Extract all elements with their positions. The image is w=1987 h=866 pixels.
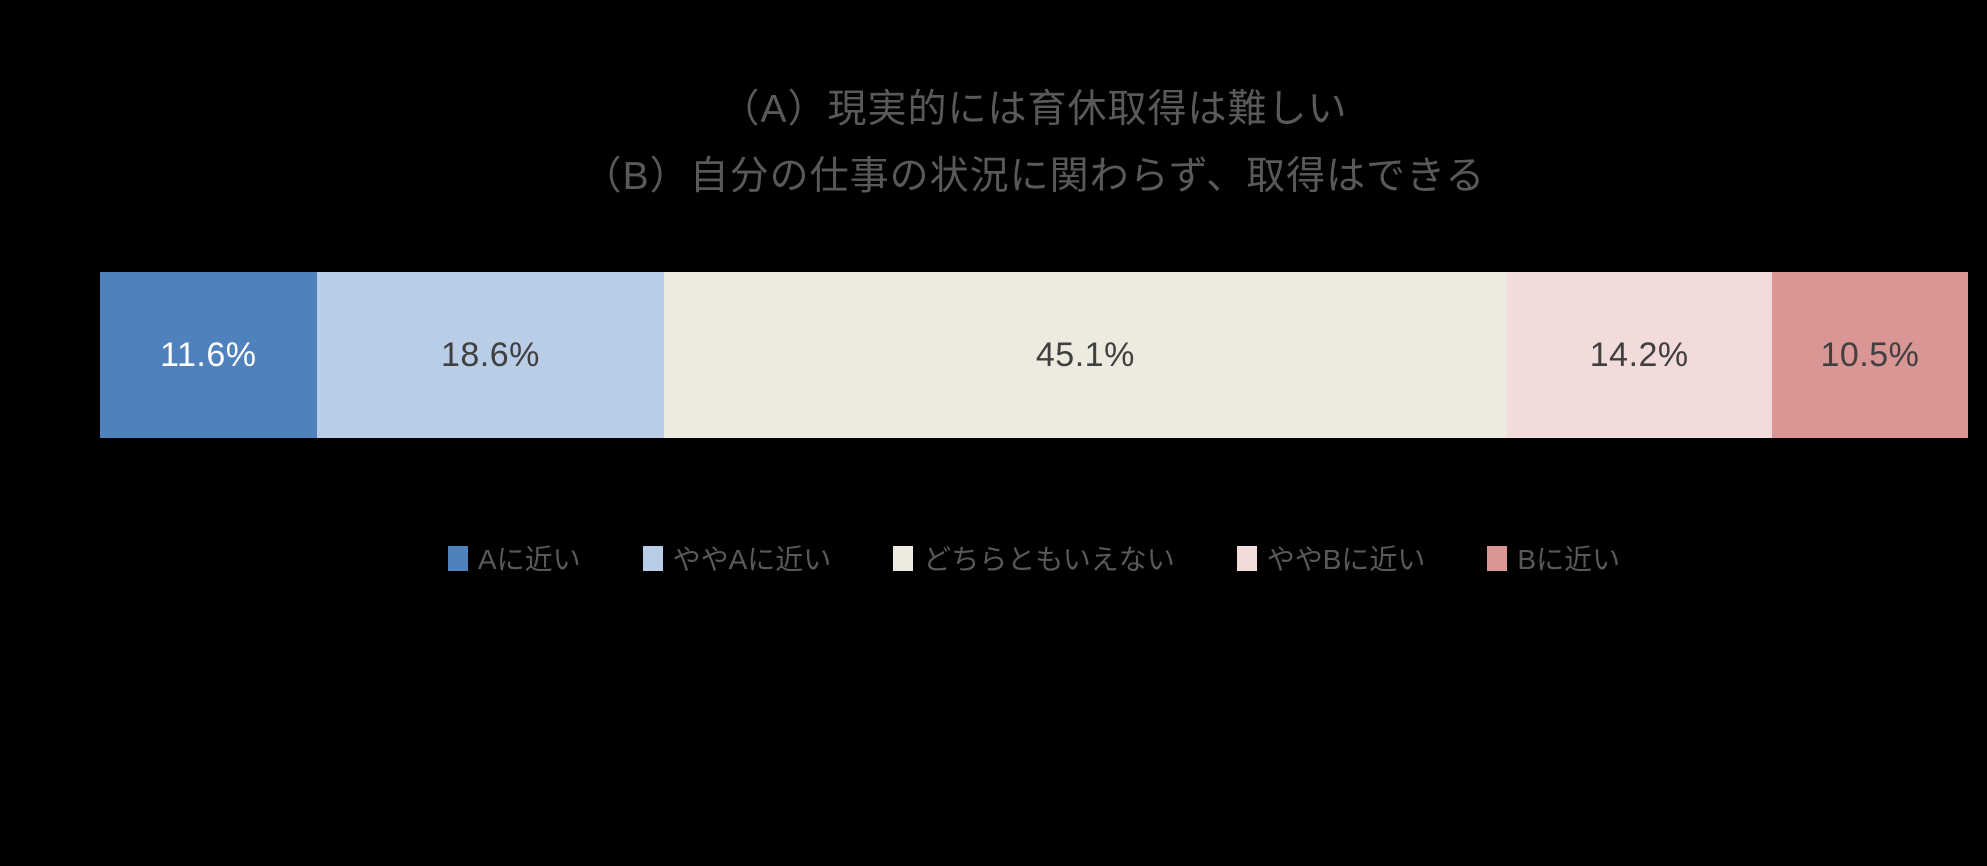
legend-swatch-somewhat-a — [642, 545, 663, 571]
legend-item-somewhat-b: ややBに近い — [1236, 538, 1426, 578]
segment-value-label: 45.1% — [1035, 335, 1135, 374]
legend-label: ややAに近い — [672, 544, 832, 575]
bar-segment-neutral: 45.1% — [664, 272, 1507, 438]
segment-value-label: 18.6% — [440, 335, 540, 374]
chart-title-line-b: （B）自分の仕事の状況に関わらず、取得はできる — [582, 155, 1486, 198]
segment-value-label: 10.5% — [1820, 335, 1920, 374]
chart-title: （A）現実的には育休取得は難しい （B）自分の仕事の状況に関わらず、取得はできる — [100, 76, 1968, 210]
bar-segment-close-to-b: 10.5% — [1771, 272, 1968, 438]
legend-item-close-to-a: Aに近い — [447, 538, 581, 578]
legend-swatch-close-to-a — [447, 545, 468, 571]
legend-item-close-to-b: Bに近い — [1487, 538, 1620, 578]
legend-item-neutral: どちらともいえない — [893, 538, 1175, 578]
stacked-bar: 11.6% 18.6% 45.1% 14.2% 10.5% — [100, 272, 1968, 438]
legend-swatch-somewhat-b — [1236, 545, 1257, 571]
bar-segment-somewhat-a: 18.6% — [316, 272, 665, 438]
legend-label: Bに近い — [1517, 544, 1621, 575]
legend-swatch-close-to-b — [1487, 545, 1508, 571]
legend-label: Aに近い — [477, 544, 581, 575]
legend-swatch-neutral — [893, 545, 914, 571]
chart-legend: Aに近い ややAに近い どちらともいえない ややBに近い Bに近い — [100, 538, 1968, 578]
segment-value-label: 11.6% — [160, 335, 257, 374]
bar-segment-close-to-a: 11.6% — [100, 272, 317, 438]
legend-label: ややBに近い — [1266, 544, 1426, 575]
legend-label: どちらともいえない — [923, 544, 1175, 575]
legend-item-somewhat-a: ややAに近い — [642, 538, 832, 578]
bar-segment-somewhat-b: 14.2% — [1506, 272, 1772, 438]
chart-title-line-a: （A）現実的には育休取得は難しい — [720, 88, 1348, 131]
segment-value-label: 14.2% — [1589, 335, 1689, 374]
